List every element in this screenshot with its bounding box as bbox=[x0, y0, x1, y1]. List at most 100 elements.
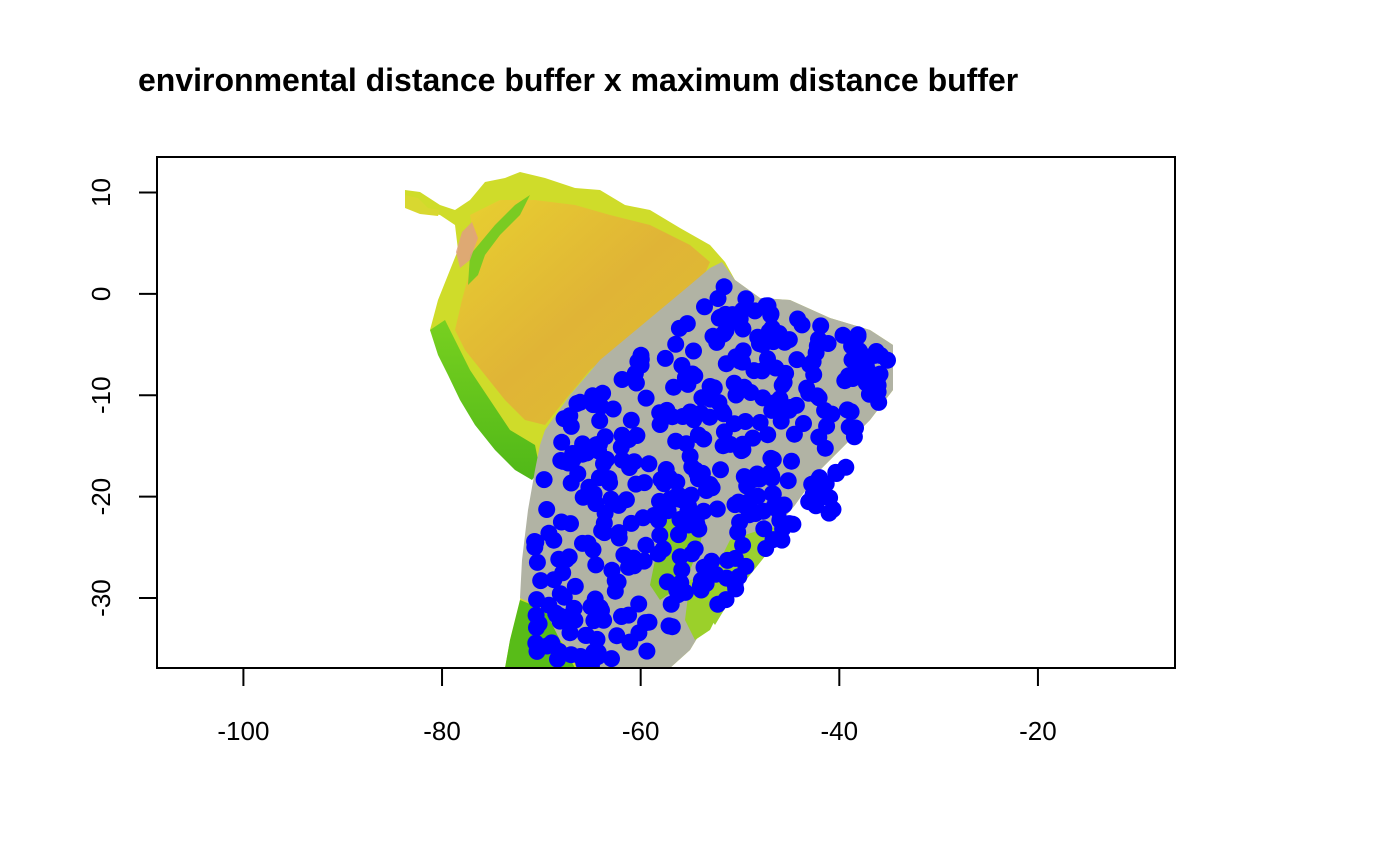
data-point bbox=[805, 366, 823, 384]
data-point bbox=[676, 583, 694, 601]
chart-title: environmental distance buffer x maximum … bbox=[138, 62, 1019, 98]
data-point bbox=[609, 573, 627, 591]
data-point bbox=[528, 591, 546, 609]
data-point bbox=[665, 378, 683, 396]
data-point bbox=[565, 445, 583, 463]
data-point bbox=[871, 365, 889, 383]
data-point bbox=[817, 475, 835, 493]
data-point bbox=[535, 471, 553, 489]
data-point bbox=[671, 548, 689, 566]
data-point bbox=[549, 650, 566, 668]
y-tick-label: -10 bbox=[86, 376, 116, 414]
data-point bbox=[615, 546, 633, 564]
data-point bbox=[613, 371, 631, 388]
data-point bbox=[637, 536, 655, 554]
data-point bbox=[670, 319, 688, 337]
island-bits bbox=[405, 195, 440, 216]
data-point bbox=[532, 572, 550, 590]
data-point bbox=[804, 486, 822, 503]
data-point bbox=[775, 496, 793, 514]
data-point bbox=[866, 346, 884, 364]
data-point bbox=[655, 468, 673, 486]
data-point bbox=[755, 520, 773, 538]
data-point bbox=[849, 326, 867, 344]
data-point bbox=[589, 600, 607, 618]
data-point bbox=[754, 336, 772, 354]
data-point bbox=[816, 439, 834, 457]
data-point bbox=[673, 357, 691, 374]
data-point bbox=[687, 461, 705, 479]
data-point bbox=[836, 372, 854, 390]
data-point bbox=[734, 441, 752, 459]
data-point bbox=[620, 606, 638, 624]
data-point bbox=[580, 478, 598, 496]
data-point bbox=[712, 461, 729, 479]
data-point bbox=[842, 403, 860, 421]
data-point bbox=[551, 585, 569, 603]
data-point bbox=[527, 533, 545, 551]
data-point bbox=[604, 400, 622, 418]
data-point bbox=[818, 417, 836, 435]
y-tick-label: 10 bbox=[86, 178, 116, 207]
data-point bbox=[663, 408, 681, 426]
data-point bbox=[591, 412, 609, 430]
data-point bbox=[696, 298, 713, 316]
data-point bbox=[627, 475, 645, 493]
data-point bbox=[681, 403, 699, 421]
data-point bbox=[610, 524, 628, 542]
andes-region bbox=[430, 320, 540, 480]
data-point bbox=[557, 551, 575, 568]
data-point bbox=[789, 310, 807, 328]
data-point bbox=[654, 540, 672, 558]
data-point bbox=[744, 429, 762, 447]
data-point bbox=[843, 351, 861, 369]
data-point bbox=[715, 278, 733, 296]
andes-pink bbox=[456, 222, 478, 268]
data-point bbox=[561, 624, 579, 642]
data-point bbox=[538, 637, 556, 655]
data-point bbox=[656, 349, 674, 367]
x-tick-label: -100 bbox=[217, 716, 269, 746]
data-point bbox=[612, 438, 630, 456]
data-point bbox=[651, 526, 669, 544]
data-point bbox=[725, 374, 743, 392]
data-point bbox=[552, 452, 570, 469]
y-tick-label: -20 bbox=[86, 478, 116, 516]
data-point bbox=[779, 472, 797, 490]
data-point bbox=[589, 647, 607, 665]
data-point bbox=[764, 396, 782, 414]
y-tick-label: -30 bbox=[86, 579, 116, 617]
data-point bbox=[673, 561, 691, 579]
data-point bbox=[552, 513, 570, 531]
data-point bbox=[635, 552, 653, 570]
data-point bbox=[726, 549, 744, 567]
data-point bbox=[595, 514, 613, 532]
data-point bbox=[695, 502, 713, 520]
data-point bbox=[751, 414, 769, 431]
data-point bbox=[628, 427, 646, 444]
data-point bbox=[578, 444, 596, 462]
data-point bbox=[783, 452, 800, 470]
x-tick-label: -60 bbox=[622, 716, 660, 746]
data-point bbox=[608, 627, 626, 645]
data-point bbox=[670, 526, 687, 544]
data-point bbox=[640, 455, 658, 473]
data-point bbox=[738, 477, 756, 495]
data-point bbox=[771, 511, 789, 529]
data-point bbox=[568, 395, 586, 412]
data-point bbox=[587, 556, 605, 574]
data-point bbox=[538, 501, 556, 518]
y-tick-label: 0 bbox=[86, 287, 116, 301]
data-point bbox=[651, 416, 669, 433]
data-point bbox=[808, 387, 826, 405]
data-point bbox=[630, 595, 648, 613]
data-point bbox=[621, 633, 639, 651]
data-point bbox=[703, 479, 721, 497]
data-point bbox=[622, 411, 640, 429]
data-point bbox=[770, 325, 788, 342]
data-point bbox=[670, 486, 688, 504]
data-point bbox=[697, 575, 715, 593]
data-point bbox=[745, 362, 763, 380]
data-point bbox=[685, 342, 702, 360]
